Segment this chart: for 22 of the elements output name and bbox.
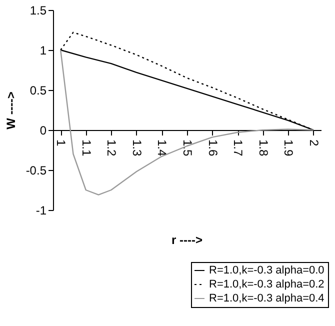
x-tick-label: 1.8 (256, 140, 270, 157)
x-tick-label: 2 (306, 140, 321, 146)
y-tick-label: -0.5 (26, 164, 47, 178)
x-tick-label: 1 (54, 140, 68, 146)
x-tick-label: 1.7 (231, 140, 246, 157)
x-tick-label: 1.4 (155, 140, 170, 157)
y-axis-title: W ----> (4, 92, 18, 130)
legend-label: R=1.0,k=-0.3 alpha=0.4 (209, 292, 324, 304)
x-tick-label: 1.1 (79, 140, 94, 157)
x-axis-title: r ----> (172, 233, 202, 247)
y-tick-label: 1 (40, 44, 47, 58)
x-tick-label: 1.3 (130, 140, 144, 157)
x-tick-label: 1.9 (282, 140, 296, 157)
y-tick-label: 0.5 (30, 84, 47, 98)
x-tick-label: 1.5 (180, 140, 194, 157)
legend-label: R=1.0,k=-0.3 alpha=0.2 (209, 278, 324, 290)
x-tick-label: 1.6 (206, 140, 220, 157)
x-tick-label: 1.2 (104, 140, 119, 157)
legend-label: R=1.0,k=-0.3 alpha=0.0 (209, 264, 324, 276)
y-tick-label: -1 (36, 204, 47, 218)
y-tick-label: 0 (40, 124, 47, 138)
y-tick-label: 1.5 (30, 4, 47, 18)
